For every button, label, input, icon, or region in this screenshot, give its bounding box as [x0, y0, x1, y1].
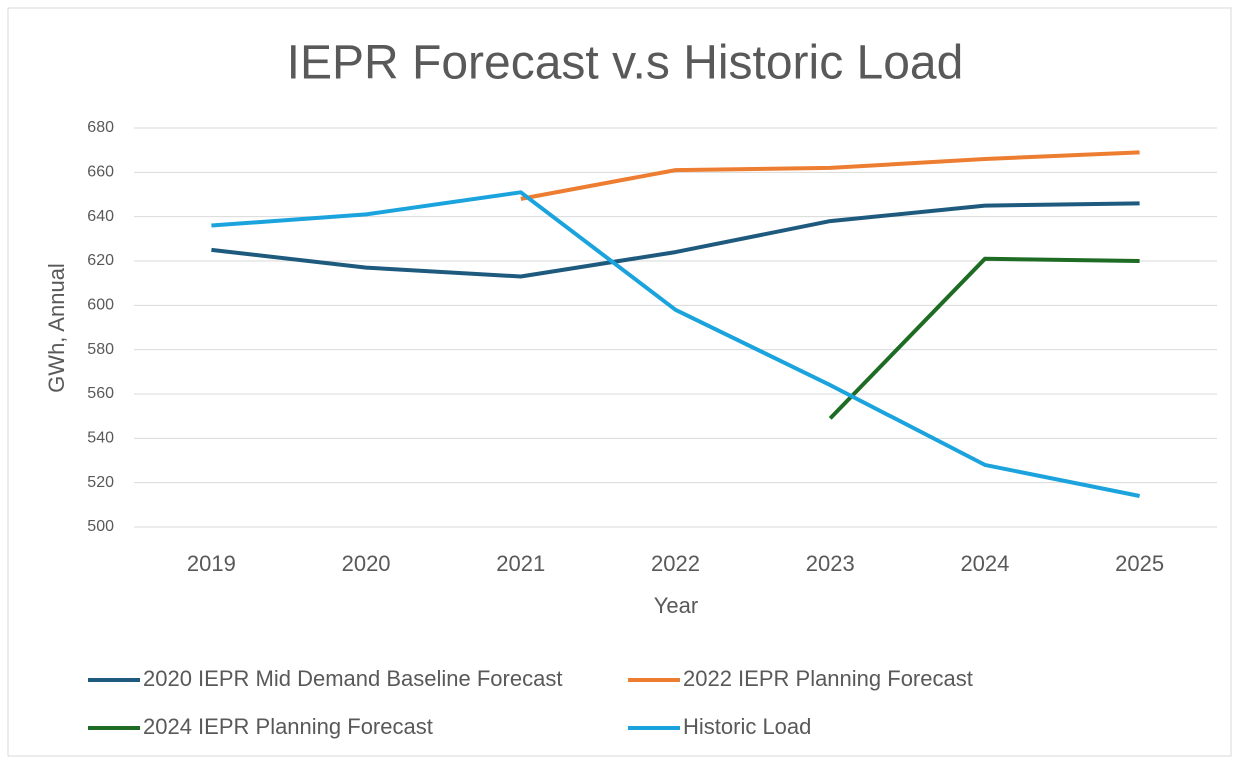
x-tick-label: 2020 [342, 551, 391, 576]
y-tick-label: 680 [87, 119, 114, 136]
legend-label: 2022 IEPR Planning Forecast [683, 666, 973, 691]
legend-label: 2024 IEPR Planning Forecast [143, 714, 433, 739]
y-tick-label: 500 [87, 518, 114, 535]
x-tick-label: 2019 [187, 551, 236, 576]
series-line [828, 256, 1140, 420]
y-tick-label: 660 [87, 164, 114, 181]
series-line [211, 190, 1140, 498]
series-line [520, 150, 1140, 201]
legend-label: 2020 IEPR Mid Demand Baseline Forecast [143, 666, 562, 691]
x-tick-label: 2024 [960, 551, 1009, 576]
x-tick-label: 2025 [1115, 551, 1164, 576]
x-tick-label: 2022 [651, 551, 700, 576]
x-tick-label: 2021 [496, 551, 545, 576]
y-tick-label: 620 [87, 252, 114, 269]
x-axis-title: Year [654, 593, 698, 618]
y-tick-label: 520 [87, 474, 114, 491]
series-line [211, 201, 1140, 279]
y-tick-label: 560 [87, 385, 114, 402]
chart-frame [7, 7, 1232, 757]
chart-title: IEPR Forecast v.s Historic Load [287, 37, 964, 90]
y-axis-title: GWh, Annual [44, 263, 69, 393]
x-tick-label: 2023 [806, 551, 855, 576]
y-tick-label: 580 [87, 341, 114, 358]
legend-label: Historic Load [683, 714, 811, 739]
y-tick-label: 640 [87, 208, 114, 225]
y-tick-label: 600 [87, 297, 114, 314]
y-tick-label: 540 [87, 430, 114, 447]
